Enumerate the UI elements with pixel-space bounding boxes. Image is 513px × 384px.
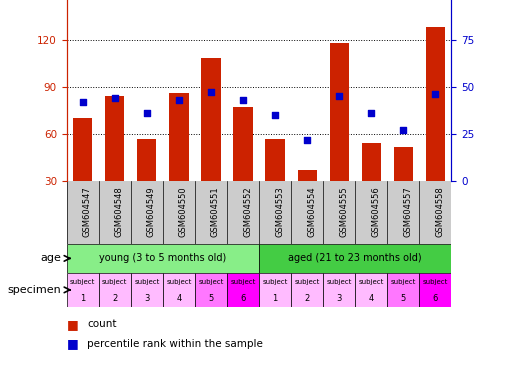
Point xyxy=(367,110,376,116)
Bar xyxy=(163,273,195,307)
Bar xyxy=(169,93,189,181)
Text: GSM604555: GSM604555 xyxy=(339,186,348,237)
Text: subject: subject xyxy=(423,279,448,285)
Text: GSM604557: GSM604557 xyxy=(403,186,412,237)
Text: 4: 4 xyxy=(176,294,182,303)
Text: GSM604548: GSM604548 xyxy=(115,186,124,237)
Text: 2: 2 xyxy=(305,294,310,303)
Text: percentile rank within the sample: percentile rank within the sample xyxy=(87,339,263,349)
Text: specimen: specimen xyxy=(8,285,62,295)
Text: age: age xyxy=(41,253,62,263)
Text: subject: subject xyxy=(359,279,384,285)
Text: GSM604551: GSM604551 xyxy=(211,186,220,237)
Bar xyxy=(195,273,227,307)
Text: GSM604552: GSM604552 xyxy=(243,186,252,237)
Text: subject: subject xyxy=(102,279,127,285)
Bar xyxy=(420,273,451,307)
Text: GSM604553: GSM604553 xyxy=(275,186,284,237)
Text: GSM604554: GSM604554 xyxy=(307,186,316,237)
Bar xyxy=(233,107,252,181)
Text: subject: subject xyxy=(327,279,352,285)
Text: GSM604547: GSM604547 xyxy=(83,186,92,237)
Text: subject: subject xyxy=(199,279,224,285)
Bar xyxy=(227,273,259,307)
Point xyxy=(111,95,119,101)
Text: 3: 3 xyxy=(337,294,342,303)
Bar xyxy=(201,58,221,181)
Point xyxy=(239,97,247,103)
Text: subject: subject xyxy=(70,279,95,285)
Point xyxy=(78,99,87,105)
Text: ■: ■ xyxy=(67,318,78,331)
Text: subject: subject xyxy=(134,279,160,285)
Bar xyxy=(291,273,323,307)
Text: GSM604558: GSM604558 xyxy=(436,186,444,237)
Point xyxy=(175,97,183,103)
Bar xyxy=(329,43,349,181)
Bar xyxy=(298,170,317,181)
Text: young (3 to 5 months old): young (3 to 5 months old) xyxy=(99,253,227,263)
Bar xyxy=(98,273,131,307)
Text: GSM604556: GSM604556 xyxy=(371,186,380,237)
Bar xyxy=(73,118,92,181)
Bar xyxy=(259,273,291,307)
Text: 5: 5 xyxy=(401,294,406,303)
Text: subject: subject xyxy=(166,279,191,285)
Text: ■: ■ xyxy=(67,337,78,350)
Text: subject: subject xyxy=(391,279,416,285)
Point xyxy=(207,89,215,96)
Text: subject: subject xyxy=(294,279,320,285)
Bar xyxy=(323,273,355,307)
Point xyxy=(143,110,151,116)
Text: GSM604550: GSM604550 xyxy=(179,186,188,237)
Bar xyxy=(137,139,156,181)
Bar xyxy=(426,27,445,181)
Text: 6: 6 xyxy=(241,294,246,303)
Point xyxy=(431,91,440,98)
Text: 6: 6 xyxy=(433,294,438,303)
Bar xyxy=(131,273,163,307)
Text: GSM604549: GSM604549 xyxy=(147,186,156,237)
Text: 5: 5 xyxy=(208,294,213,303)
Bar xyxy=(265,139,285,181)
Text: count: count xyxy=(87,319,117,329)
Point xyxy=(271,112,279,118)
Point xyxy=(303,137,311,143)
Point xyxy=(399,127,407,133)
Text: aged (21 to 23 months old): aged (21 to 23 months old) xyxy=(288,253,422,263)
Text: 4: 4 xyxy=(369,294,374,303)
Text: subject: subject xyxy=(263,279,288,285)
Text: subject: subject xyxy=(230,279,255,285)
Text: 1: 1 xyxy=(80,294,85,303)
Text: 2: 2 xyxy=(112,294,117,303)
Text: 1: 1 xyxy=(272,294,278,303)
Bar xyxy=(259,244,451,273)
Bar xyxy=(67,244,259,273)
Bar xyxy=(362,144,381,181)
Text: 3: 3 xyxy=(144,294,149,303)
Point xyxy=(335,93,343,99)
Bar xyxy=(393,147,413,181)
Bar xyxy=(105,96,124,181)
Bar xyxy=(67,273,98,307)
Bar xyxy=(387,273,419,307)
Bar xyxy=(355,273,387,307)
